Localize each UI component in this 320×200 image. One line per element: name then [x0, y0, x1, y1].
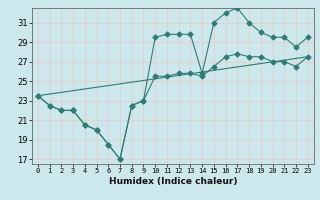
- X-axis label: Humidex (Indice chaleur): Humidex (Indice chaleur): [108, 177, 237, 186]
